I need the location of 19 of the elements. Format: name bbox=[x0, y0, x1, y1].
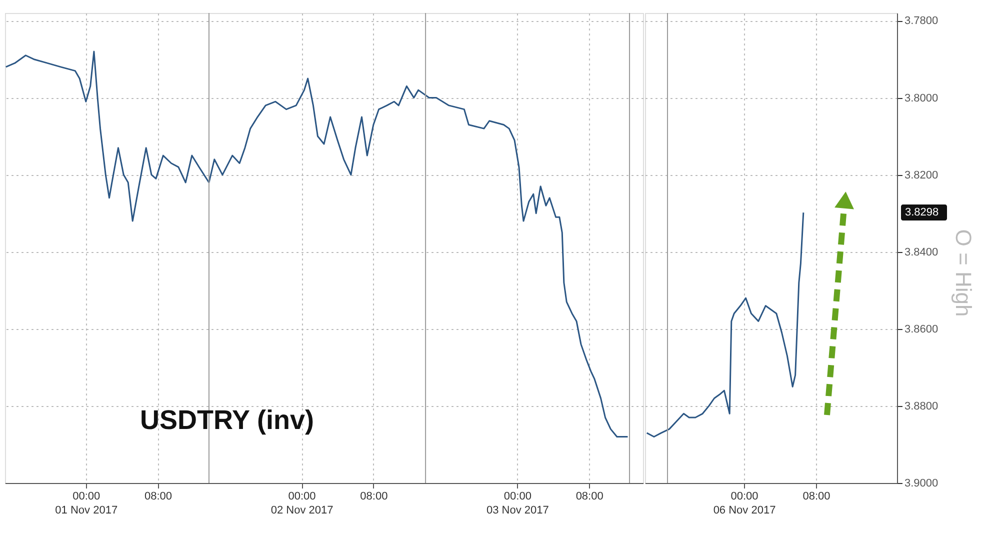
y-tick-label: 3.8400 bbox=[904, 246, 938, 258]
text: 3.8298 bbox=[905, 206, 939, 219]
x-tick-label: 08:00 bbox=[144, 490, 172, 502]
x-tick-label: 00:00 01 Nov 2017 bbox=[55, 490, 118, 516]
y-tick-label: 3.7800 bbox=[904, 15, 938, 28]
text: USDTRY (inv) bbox=[140, 405, 314, 435]
text: O = High bbox=[951, 229, 976, 317]
x-tick-label: 08:00 bbox=[802, 490, 830, 502]
y-tick-label: 3.8200 bbox=[904, 169, 938, 182]
x-tick-label: 00:00 03 Nov 2017 bbox=[486, 490, 549, 516]
x-tick-label: 00:00 02 Nov 2017 bbox=[270, 490, 334, 516]
y-tick-label: 3.8800 bbox=[904, 400, 938, 412]
x-tick-label: 08:00 bbox=[360, 490, 388, 502]
y-tick-label: 3.9000 bbox=[904, 478, 938, 490]
x-tick-label: 08:00 bbox=[576, 490, 604, 502]
x-tick-label: 00:00 06 Nov 2017 bbox=[713, 490, 776, 516]
y-tick-label: 3.8000 bbox=[904, 92, 938, 104]
y-tick-label: 3.8600 bbox=[904, 323, 938, 336]
line-series bbox=[646, 212, 804, 438]
